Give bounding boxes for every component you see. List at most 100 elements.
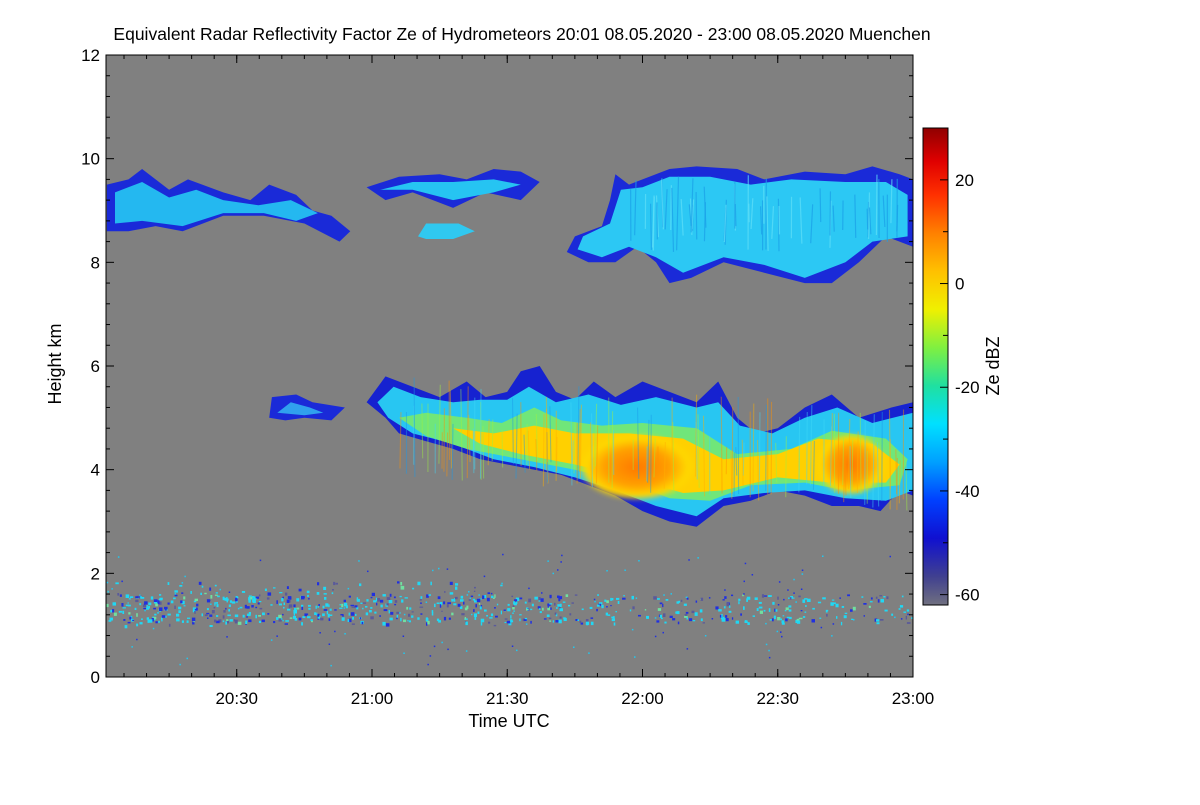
clutter-pixel [544, 618, 547, 619]
clutter-pixel [805, 605, 806, 607]
clutter-pixel [324, 609, 328, 611]
clutter-pixel [225, 621, 227, 624]
scatter-pixel [745, 563, 747, 565]
clutter-pixel [411, 615, 413, 617]
clutter-pixel [154, 599, 158, 602]
clutter-pixel [525, 602, 527, 604]
clutter-pixel [701, 618, 703, 621]
clutter-pixel [568, 605, 570, 607]
clutter-pixel [199, 582, 202, 585]
clutter-pixel [822, 597, 826, 599]
clutter-pixel [381, 605, 383, 608]
clutter-pixel [591, 617, 594, 619]
clutter-pixel [136, 624, 138, 627]
clutter-pixel [265, 589, 267, 591]
scatter-pixel [516, 650, 518, 652]
clutter-pixel [473, 599, 475, 601]
clutter-pixel [143, 605, 146, 607]
clutter-pixel [260, 608, 263, 610]
y-tick-label: 8 [91, 253, 100, 272]
clutter-pixel [474, 591, 475, 592]
clutter-pixel [777, 597, 779, 600]
clutter-pixel [168, 582, 170, 585]
clutter-pixel [539, 608, 541, 610]
scatter-pixel [434, 646, 436, 648]
scatter-pixel [594, 599, 596, 601]
clutter-pixel [743, 606, 745, 610]
clutter-pixel [214, 620, 216, 623]
mid-cloud-streak [543, 414, 544, 486]
clutter-pixel [802, 599, 805, 603]
clutter-pixel [135, 608, 137, 610]
clutter-pixel [530, 609, 532, 610]
clutter-pixel [550, 595, 552, 598]
clutter-pixel [564, 618, 567, 621]
clutter-pixel [234, 619, 235, 621]
clutter-pixel [355, 605, 358, 607]
clutter-pixel [789, 609, 792, 611]
scatter-pixel [484, 576, 486, 578]
clutter-pixel [316, 613, 317, 616]
clutter-pixel [390, 612, 393, 615]
clutter-pixel [120, 594, 122, 597]
clutter-pixel [903, 612, 906, 613]
clutter-pixel [207, 608, 209, 610]
clutter-pixel [328, 604, 329, 607]
scatter-pixel [344, 633, 346, 635]
clutter-pixel [842, 606, 844, 608]
clutter-pixel [278, 615, 282, 619]
x-tick-label: 22:30 [756, 689, 799, 708]
clutter-pixel [318, 604, 320, 606]
clutter-pixel [223, 610, 225, 613]
scatter-pixel [229, 592, 231, 594]
clutter-pixel [132, 620, 134, 621]
scatter-pixel [282, 614, 284, 616]
scatter-pixel [787, 589, 789, 591]
clutter-pixel [693, 620, 696, 621]
clutter-pixel [384, 609, 388, 611]
clutter-pixel [687, 617, 689, 619]
clutter-pixel [560, 604, 562, 607]
clutter-pixel [447, 604, 449, 607]
scatter-pixel [238, 608, 240, 610]
upper-cloud-streak [651, 204, 652, 250]
scatter-pixel [709, 597, 711, 599]
clutter-pixel [805, 612, 807, 613]
clutter-pixel [187, 618, 190, 619]
clutter-pixel [301, 596, 304, 600]
clutter-pixel [440, 604, 441, 608]
clutter-pixel [539, 597, 541, 600]
clutter-pixel [732, 617, 733, 619]
clutter-pixel [469, 599, 471, 601]
clutter-pixel [412, 611, 414, 612]
colorbar-tick-label: 0 [955, 275, 964, 294]
clutter-pixel [738, 601, 739, 604]
clutter-pixel [344, 600, 346, 603]
scatter-pixel [276, 635, 278, 637]
clutter-pixel [267, 613, 269, 615]
clutter-pixel [323, 587, 326, 590]
clutter-pixel [906, 616, 907, 620]
clutter-pixel [610, 598, 612, 601]
clutter-pixel [316, 606, 317, 609]
clutter-pixel [125, 625, 128, 628]
colorbar-tick-label: -20 [955, 378, 980, 397]
clutter-pixel [686, 612, 689, 614]
clutter-pixel [128, 612, 130, 614]
clutter-pixel [759, 607, 763, 609]
scatter-pixel [548, 606, 550, 608]
clutter-pixel [209, 615, 212, 617]
clutter-pixel [362, 622, 364, 625]
clutter-pixel [151, 596, 153, 599]
clutter-pixel [400, 596, 402, 597]
clutter-pixel [242, 591, 245, 593]
clutter-pixel [360, 617, 361, 619]
clutter-pixel [202, 586, 204, 588]
clutter-pixel [319, 615, 320, 617]
clutter-pixel [510, 619, 512, 622]
clutter-pixel [554, 603, 556, 606]
clutter-pixel [455, 597, 458, 599]
clutter-pixel [394, 597, 396, 599]
clutter-pixel [426, 594, 429, 597]
scatter-pixel [801, 589, 803, 591]
